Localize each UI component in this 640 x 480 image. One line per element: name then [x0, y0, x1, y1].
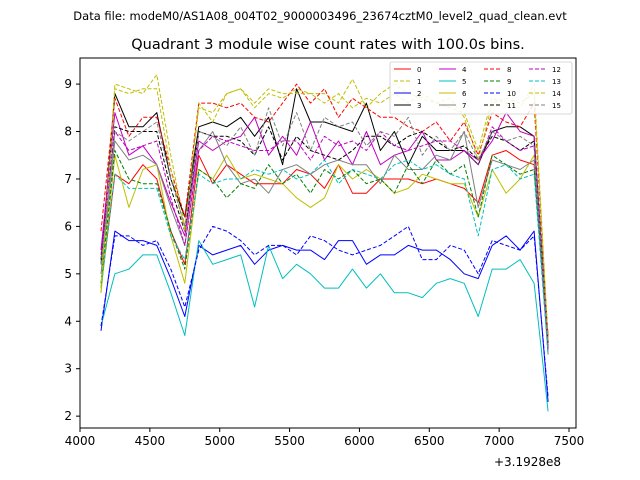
series-line-9	[100, 150, 549, 346]
data-file-label: Data file: modeM0/AS1A08_004T02_90000034…	[73, 9, 567, 23]
series-line-6	[100, 154, 549, 355]
legend-label-7: 7	[462, 102, 466, 110]
legend-label-5: 5	[462, 78, 466, 86]
legend-label-2: 2	[417, 90, 421, 98]
chart-title: Quadrant 3 module wise count rates with …	[131, 37, 525, 53]
legend-label-8: 8	[507, 66, 511, 74]
y-tick-label-5: 5	[64, 267, 72, 281]
legend-label-0: 0	[417, 66, 421, 74]
series-line-1	[100, 74, 549, 341]
x-axis-offset-label: +3.1928e8	[494, 455, 561, 469]
series-line-11	[100, 126, 549, 346]
legend-label-12: 12	[552, 66, 561, 74]
legend-label-14: 14	[552, 90, 561, 98]
y-tick-label-8: 8	[64, 125, 72, 139]
legend-box	[389, 61, 573, 115]
series-line-15	[100, 107, 549, 346]
x-tick-label-6500: 6500	[414, 434, 445, 448]
y-tick-label-3: 3	[64, 362, 72, 376]
legend-label-10: 10	[507, 90, 516, 98]
axes-frame	[79, 57, 577, 429]
series-line-8	[100, 83, 549, 341]
y-tick-label-7: 7	[64, 172, 72, 186]
x-tick-label-6000: 6000	[344, 434, 375, 448]
legend-label-15: 15	[552, 102, 561, 110]
legend-label-13: 13	[552, 78, 561, 86]
series-line-13	[100, 159, 549, 355]
y-tick-label-6: 6	[64, 219, 72, 233]
series-line-14	[100, 88, 549, 341]
x-tick-label-4500: 4500	[135, 434, 166, 448]
plot-area: 4000 4500 5000 5500 6000 6500 7000 7500 2 3 4 5 6 7 8 9…	[64, 57, 585, 448]
legend-label-9: 9	[507, 78, 511, 86]
legend-label-3: 3	[417, 102, 421, 110]
series-line-5	[100, 240, 549, 412]
series-line-2	[100, 230, 549, 402]
y-tick-label-4: 4	[64, 314, 72, 328]
y-tick-label-2: 2	[64, 409, 72, 423]
legend-label-11: 11	[507, 102, 516, 110]
series-line-12	[100, 126, 549, 350]
legend-label-1: 1	[417, 78, 421, 86]
legend-label-4: 4	[462, 66, 467, 74]
y-tick-label-9: 9	[64, 77, 72, 91]
x-tick-label-7000: 7000	[484, 434, 515, 448]
series-line-0	[100, 150, 549, 336]
series-line-10	[100, 225, 549, 398]
x-tick-label-5000: 5000	[204, 434, 235, 448]
x-tick-label-5500: 5500	[274, 434, 305, 448]
x-tick-label-7500: 7500	[554, 434, 585, 448]
x-tick-label-4000: 4000	[65, 434, 96, 448]
series-line-7	[100, 131, 549, 355]
legend-label-6: 6	[462, 90, 467, 98]
